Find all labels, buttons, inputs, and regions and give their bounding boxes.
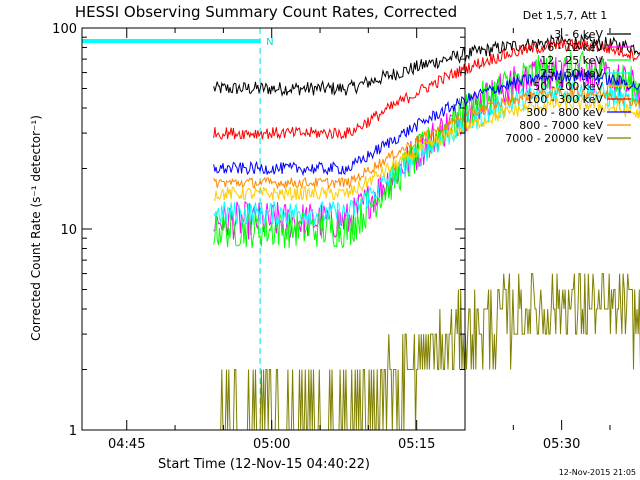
y-tick-label: 100 [52, 22, 77, 37]
series-line-7 [213, 69, 640, 177]
legend-header: Det 1,5,7, Att 1 [523, 9, 607, 22]
series-line-8 [213, 85, 640, 190]
y-axis-label: Corrected Count Rate (s⁻¹ detector⁻¹) [29, 115, 43, 341]
legend-label-8: 800 - 7000 keV [519, 119, 603, 132]
x-tick-label: 04:45 [108, 437, 145, 452]
legend-label-4: 25 - 50 keV [540, 67, 603, 80]
x-tick-label: 05:15 [398, 437, 435, 452]
night-marker-label: N [266, 37, 273, 48]
chart-title: HESSI Observing Summary Count Rates, Cor… [75, 3, 457, 21]
series-line-2 [213, 56, 640, 240]
legend-label-2: 6 - 12 keV [547, 41, 603, 54]
legend-label-5: 50 - 100 keV [533, 80, 603, 93]
series-line-1 [213, 33, 640, 98]
y-tick-label: 10 [60, 223, 77, 238]
series-line-3 [213, 51, 640, 249]
legend-label-7: 300 - 800 keV [526, 106, 603, 119]
legend-label-6: 100 - 300 keV [526, 93, 603, 106]
series-line-9 [213, 273, 640, 431]
legend-label-1: 3 - 6 keV [554, 28, 603, 41]
y-tick-label: 1 [69, 424, 77, 439]
x-tick-label: 05:00 [253, 437, 290, 452]
x-tick-label: 05:30 [543, 437, 580, 452]
series-line-6 [213, 38, 640, 140]
timestamp: 12-Nov-2015 21:05 [559, 468, 636, 477]
legend-label-9: 7000 - 20000 keV [505, 132, 603, 145]
legend-label-3: 12 - 25 keV [540, 54, 603, 67]
series-line-5 [213, 95, 640, 202]
x-axis-label: Start Time (12-Nov-15 04:40:22) [158, 457, 370, 472]
